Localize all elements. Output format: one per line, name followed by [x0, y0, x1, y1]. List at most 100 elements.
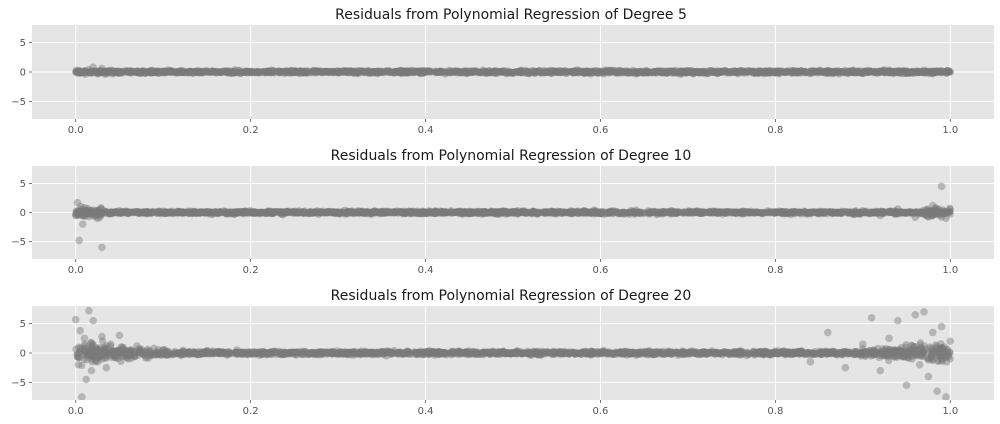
- band-point: [335, 68, 343, 76]
- band-point: [481, 208, 489, 216]
- band-point: [264, 68, 272, 76]
- residual-point: [640, 68, 648, 77]
- band-point: [813, 67, 822, 75]
- band-point: [263, 68, 271, 76]
- band-point: [111, 68, 119, 76]
- band-point: [522, 68, 531, 76]
- band-point: [290, 208, 298, 216]
- band-point: [524, 69, 532, 78]
- band-point: [223, 69, 231, 77]
- band-point: [290, 209, 298, 217]
- band-point: [468, 209, 476, 217]
- band-point: [791, 207, 799, 216]
- band-point: [688, 209, 697, 217]
- band-point: [275, 208, 283, 216]
- band-point: [750, 209, 758, 217]
- band-point: [844, 69, 852, 78]
- band-point: [525, 68, 533, 76]
- band-point: [83, 207, 91, 215]
- band-point: [369, 69, 378, 77]
- band-point: [628, 68, 636, 76]
- band-point: [892, 68, 900, 76]
- band-point: [200, 67, 208, 75]
- band-point: [904, 68, 912, 76]
- band-point: [169, 68, 177, 76]
- band-point: [99, 67, 108, 76]
- band-point: [109, 68, 117, 76]
- band-point: [854, 69, 862, 77]
- band-point: [119, 208, 127, 216]
- band-point: [330, 208, 338, 216]
- band-point: [480, 67, 488, 75]
- band-point: [788, 209, 796, 217]
- band-point: [127, 67, 136, 76]
- band-point: [757, 68, 765, 77]
- band-point: [174, 68, 182, 76]
- band-point: [493, 67, 501, 75]
- band-point: [781, 68, 789, 76]
- band-point: [542, 68, 550, 76]
- band-point: [850, 69, 859, 77]
- band-point: [179, 68, 187, 76]
- band-point: [364, 66, 373, 75]
- band-point: [79, 68, 88, 76]
- band-point: [574, 67, 582, 75]
- band-point: [279, 68, 287, 76]
- band-point: [726, 69, 734, 77]
- band-point: [310, 67, 318, 75]
- band-point: [281, 67, 289, 75]
- band-point: [682, 209, 691, 217]
- band-point: [650, 67, 658, 75]
- band-point: [901, 209, 909, 217]
- band-point: [269, 67, 277, 75]
- band-point: [918, 68, 927, 77]
- band-point: [421, 68, 429, 76]
- band-point: [367, 209, 376, 218]
- band-point: [138, 208, 146, 216]
- band-point: [715, 68, 723, 76]
- band-point: [390, 68, 398, 76]
- band-point: [74, 67, 82, 75]
- band-point: [225, 208, 233, 217]
- band-point: [88, 211, 97, 219]
- band-point: [653, 67, 661, 75]
- band-point: [544, 68, 552, 76]
- band-point: [693, 68, 701, 76]
- band-point: [546, 66, 554, 74]
- band-point: [248, 68, 256, 76]
- band-point: [914, 68, 923, 76]
- band-point: [440, 209, 448, 217]
- band-point: [861, 68, 869, 77]
- band-point: [659, 68, 667, 76]
- band-point: [552, 68, 560, 76]
- band-point: [820, 207, 828, 216]
- band-point: [605, 209, 614, 217]
- band-point: [944, 67, 952, 75]
- band-point: [327, 67, 335, 76]
- band-point: [713, 67, 722, 75]
- band-point: [493, 208, 501, 216]
- band-point: [889, 68, 897, 77]
- band-point: [247, 68, 256, 77]
- band-point: [94, 68, 102, 76]
- band-point: [891, 67, 899, 75]
- band-point: [789, 68, 797, 76]
- band-point: [97, 67, 106, 75]
- band-point: [462, 67, 470, 75]
- band-point: [164, 208, 172, 217]
- band-point: [140, 69, 149, 77]
- band-point: [241, 207, 250, 215]
- band-point: [424, 67, 432, 75]
- band-point: [467, 209, 475, 217]
- band-point: [417, 67, 425, 76]
- band-point: [825, 67, 833, 75]
- band-point: [600, 210, 609, 218]
- band-point: [535, 209, 543, 217]
- band-point: [193, 69, 201, 77]
- band-point: [487, 68, 496, 76]
- band-point: [397, 69, 405, 77]
- band-point: [937, 69, 945, 77]
- band-point: [222, 209, 230, 217]
- band-point: [465, 68, 473, 76]
- band-point: [456, 208, 464, 217]
